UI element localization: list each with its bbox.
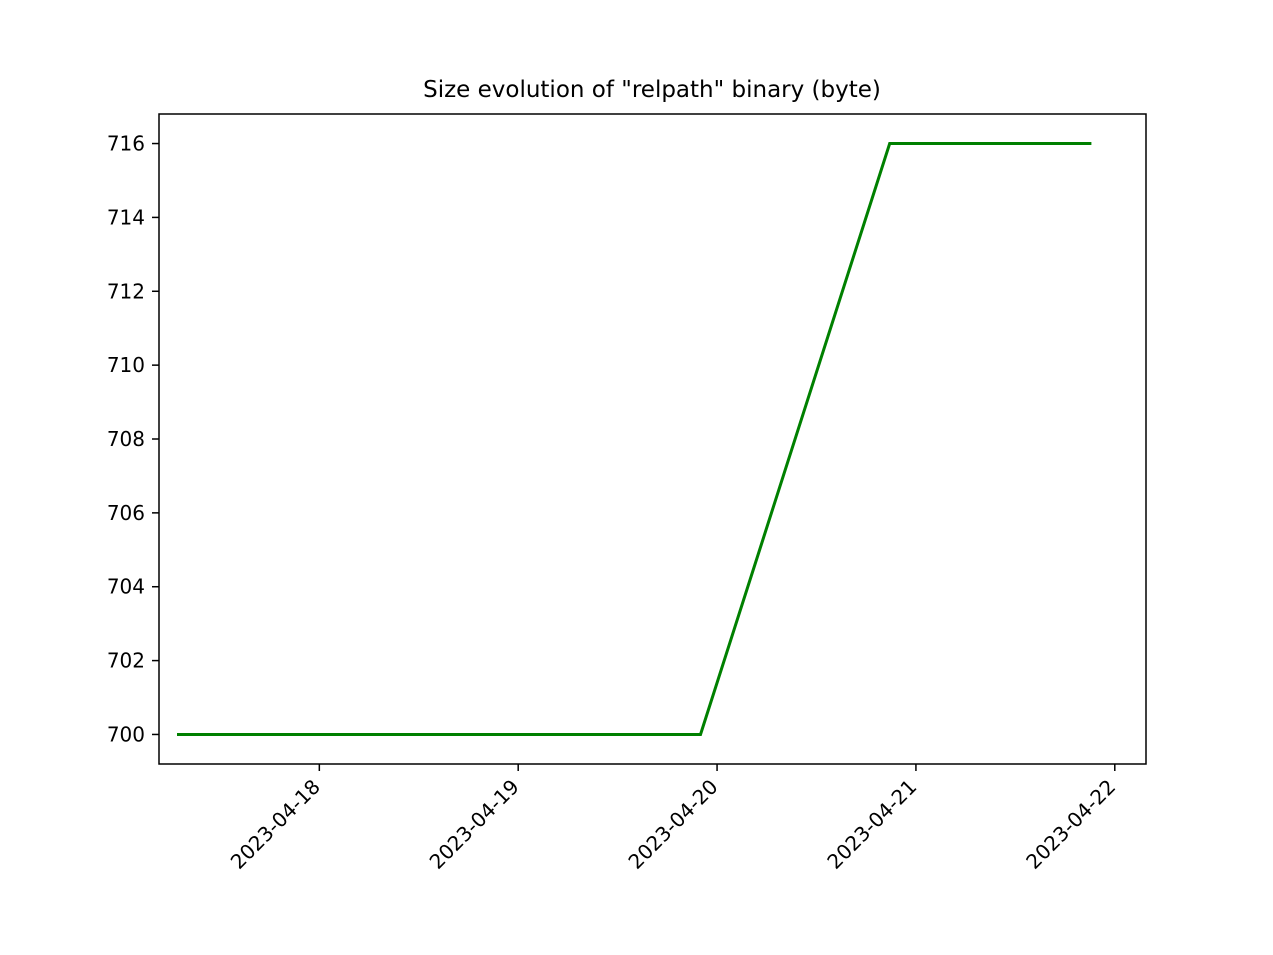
series-line-1 bbox=[177, 142, 1092, 736]
y-tick-label: 708 bbox=[107, 427, 145, 451]
y-tick-label: 704 bbox=[107, 575, 145, 599]
y-tick-label: 706 bbox=[107, 501, 145, 525]
y-tick-label: 710 bbox=[107, 353, 145, 377]
y-tick-label: 716 bbox=[107, 132, 145, 156]
y-tick-label: 702 bbox=[107, 649, 145, 673]
y-tick-label: 712 bbox=[107, 279, 145, 303]
chart-title: Size evolution of "relpath" binary (byte… bbox=[423, 77, 881, 103]
y-tick-label: 700 bbox=[107, 722, 145, 746]
y-tick-label: 714 bbox=[107, 205, 145, 229]
